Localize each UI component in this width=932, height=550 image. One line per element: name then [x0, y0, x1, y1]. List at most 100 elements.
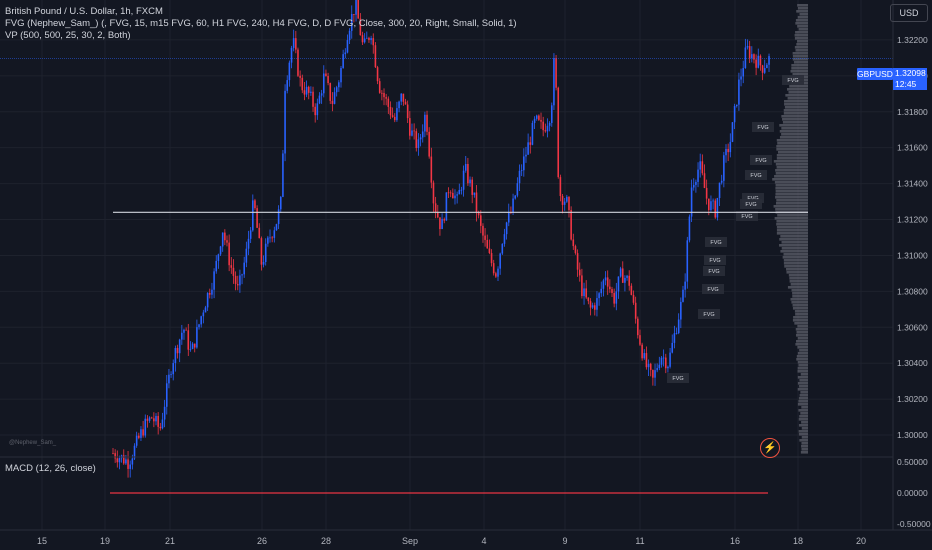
- candle-body: [542, 121, 544, 131]
- vp-bar: [779, 244, 808, 247]
- candle-body: [426, 114, 428, 132]
- candle-body: [634, 302, 637, 319]
- symbol-title[interactable]: British Pound / U.S. Dollar, 1h, FXCM: [5, 6, 163, 17]
- fvg-box: [705, 237, 727, 247]
- macd-indicator-label[interactable]: MACD (12, 26, close): [5, 463, 96, 474]
- candle-body: [710, 201, 712, 211]
- vp-bar: [775, 163, 808, 166]
- vp-bar: [788, 274, 808, 277]
- candle-body: [114, 453, 116, 459]
- fvg-indicator-label[interactable]: FVG (Nephew_Sam_) (, FVG, 15, m15 FVG, 6…: [5, 18, 517, 29]
- vp-bar: [800, 391, 808, 394]
- candle-body: [344, 52, 347, 55]
- candle-body: [221, 232, 224, 247]
- candle-body: [361, 35, 364, 43]
- flash-icon[interactable]: ⚡: [760, 438, 780, 458]
- price-tick-label: 1.31000: [897, 250, 928, 260]
- current-price-tag: 1.32098 12:45: [893, 68, 927, 90]
- vp-bar: [779, 130, 808, 133]
- candle-body: [546, 125, 549, 132]
- vp-bar: [792, 73, 808, 76]
- price-axis[interactable]: 1.322001.320001.318001.316001.314001.312…: [897, 35, 928, 440]
- candle-body: [193, 343, 196, 348]
- candle-body: [755, 59, 757, 68]
- candle-body: [301, 77, 304, 91]
- vp-bar: [801, 436, 808, 439]
- candle-body: [619, 268, 622, 277]
- vp-bar: [781, 127, 808, 130]
- macd-axis[interactable]: 0.50000 0.00000 -0.50000: [897, 457, 931, 529]
- candle-body: [516, 183, 519, 196]
- candle-body: [591, 305, 594, 308]
- candle-body: [740, 76, 742, 80]
- fvg-box: [745, 170, 767, 180]
- candle-body: [327, 76, 329, 84]
- vp-bar: [790, 70, 808, 73]
- time-axis[interactable]: 15 19 21 26 28 Sep 4 9 11 16 18 20: [37, 536, 866, 546]
- candle-body: [224, 232, 226, 241]
- candle-body: [243, 262, 246, 275]
- candle-body: [720, 180, 723, 183]
- candle-body: [458, 189, 461, 195]
- currency-button[interactable]: USD: [890, 4, 928, 22]
- candle-body: [329, 83, 332, 101]
- candle-body: [357, 0, 360, 19]
- candle-body: [527, 142, 529, 155]
- vp-bar: [776, 223, 808, 226]
- candle-body: [116, 458, 119, 463]
- candle-body: [236, 283, 239, 286]
- candle-body: [131, 458, 134, 465]
- candle-body: [731, 122, 734, 142]
- bar-countdown: 12:45: [895, 79, 917, 89]
- candle-body: [297, 49, 299, 76]
- candle-body: [413, 130, 415, 132]
- price-tick-label: 1.31400: [897, 179, 928, 189]
- candle-body: [656, 368, 658, 371]
- candle-body: [763, 68, 766, 73]
- vp-bar: [799, 385, 808, 388]
- candle-body: [621, 268, 624, 283]
- vp-bar: [782, 121, 808, 124]
- candle-body: [436, 212, 439, 218]
- vp-bar: [792, 319, 808, 322]
- price-tick-label: 1.31600: [897, 143, 928, 153]
- candle-body: [112, 453, 114, 454]
- vp-bar: [797, 337, 808, 340]
- candle-body: [742, 68, 745, 77]
- candle-body: [307, 86, 310, 93]
- vp-bar: [798, 397, 808, 400]
- candle-body: [439, 217, 441, 230]
- candle-body: [176, 347, 179, 354]
- vp-indicator-label[interactable]: VP (500, 500, 25, 30, 2, Both): [5, 30, 131, 41]
- candle-body: [389, 106, 392, 116]
- vp-bar: [800, 373, 808, 376]
- vp-bar: [776, 199, 808, 202]
- candle-body: [129, 464, 132, 469]
- candle-body: [252, 200, 254, 231]
- vp-bar: [786, 88, 808, 91]
- candle-body: [568, 196, 570, 211]
- vp-bar: [773, 205, 808, 208]
- candle-body: [757, 55, 760, 68]
- candle-body: [738, 79, 740, 105]
- time-tick-label: 28: [321, 536, 331, 546]
- candle-body: [581, 275, 583, 297]
- vp-bar: [776, 139, 808, 142]
- candle-body: [159, 426, 162, 429]
- vp-bar: [796, 355, 808, 358]
- candle-body: [697, 169, 699, 182]
- candle-body: [467, 163, 469, 184]
- vp-bar: [792, 55, 808, 58]
- candle-body: [540, 119, 542, 122]
- candle-body: [662, 357, 665, 359]
- candle-body: [213, 271, 215, 290]
- candle-body: [574, 246, 577, 254]
- candle-body: [690, 187, 693, 217]
- vp-bar: [791, 67, 808, 70]
- candle-body: [310, 91, 312, 93]
- vp-bar: [774, 175, 808, 178]
- candle-body: [275, 224, 278, 231]
- price-tick-label: 1.30800: [897, 286, 928, 296]
- candle-body: [761, 65, 764, 73]
